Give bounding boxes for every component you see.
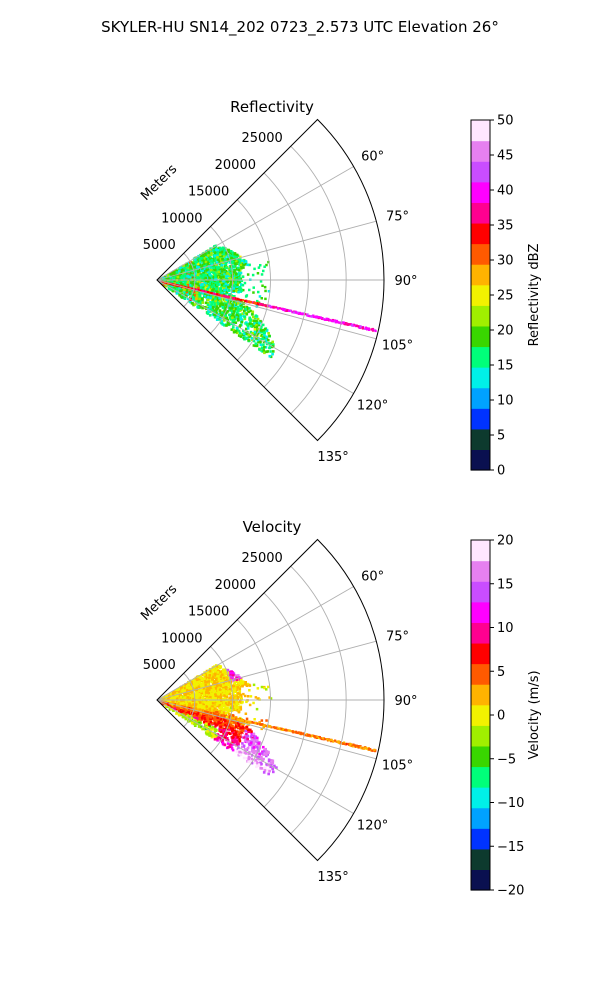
colorbar-tick-label: 35	[497, 219, 514, 234]
colorbar-segment	[471, 663, 490, 685]
colorbar-tick-label: 10	[497, 621, 514, 636]
colorbar-tick-label: 15	[497, 577, 514, 592]
colorbar-label: Velocity (m/s)	[527, 670, 542, 759]
reflectivity-panel: Reflectivity 5000 10000 15000 20000 25000 60° 7…	[138, 98, 542, 479]
azimuth-gridline	[156, 699, 354, 814]
range-tick-label: 15000	[188, 605, 229, 620]
colorbar-tick-label: −20	[497, 884, 524, 899]
azimuth-tick-label: 105°	[382, 338, 413, 353]
azimuth-tick-label: 60°	[361, 150, 384, 165]
colorbar-tick-label: 40	[497, 184, 514, 199]
sector-frame	[156, 538, 385, 862]
colorbar-tick-label: 20	[497, 324, 514, 339]
range-tick-label: 10000	[161, 212, 202, 227]
colorbar-tick-label: 5	[497, 429, 505, 444]
colorbar-segment	[471, 828, 490, 850]
colorbar-segment	[471, 387, 490, 409]
colorbar-tick-label: −10	[497, 796, 524, 811]
velocity-panel: Velocity 5000 10000 15000 20000 25000 60° 75° 90…	[138, 518, 542, 899]
colorbar-tick-label: 30	[497, 254, 514, 269]
azimuth-gridline	[156, 640, 377, 701]
colorbar-segment	[471, 428, 490, 451]
azimuth-tick-label: 135°	[317, 450, 348, 465]
azimuth-gridline	[156, 586, 354, 701]
radial-axis-label: Meters	[138, 582, 180, 624]
range-tick-label: 20000	[215, 158, 256, 173]
colorbar-segment	[471, 807, 490, 829]
colorbar-label: Reflectivity dBZ	[527, 244, 542, 347]
colorbar-segment	[471, 120, 490, 142]
colorbar-tick-label: 10	[497, 394, 514, 409]
range-tick-label: 10000	[161, 632, 202, 647]
azimuth-tick-label: 75°	[386, 630, 409, 645]
colorbar-tick-label: 50	[497, 114, 514, 129]
colorbar-segment	[471, 243, 490, 265]
range-tick-label: 20000	[215, 578, 256, 593]
colorbar-segment	[471, 346, 490, 368]
colorbar-tick-label: 0	[497, 464, 505, 479]
colorbar-tick-label: 15	[497, 359, 514, 374]
colorbar-tick-label: 45	[497, 149, 514, 164]
colorbar-segment	[471, 222, 490, 245]
colorbar-segment	[471, 684, 490, 706]
colorbar-segment	[471, 540, 490, 562]
colorbar-segment	[471, 449, 490, 471]
panel-title: Velocity	[243, 518, 302, 536]
colorbar-segment	[471, 181, 490, 203]
range-tick-label: 25000	[241, 131, 282, 146]
azimuth-tick-label: 120°	[357, 399, 388, 414]
sector-frame	[156, 118, 385, 442]
colorbar-segment	[471, 305, 490, 327]
azimuth-tick-label: 90°	[394, 274, 417, 289]
colorbar-tick-label: −5	[497, 752, 516, 767]
colorbar-segment	[471, 745, 490, 768]
colorbar-tick-label: 5	[497, 665, 505, 680]
azimuth-tick-label: 135°	[317, 870, 348, 885]
colorbar: 0 5 10 15 20 25 30 35 40 45 50 Reflectivity dBZ	[470, 114, 542, 479]
azimuth-tick-label: 60°	[361, 570, 384, 585]
colorbar-segment	[471, 642, 490, 665]
colorbar-segment	[471, 766, 490, 788]
range-tick-label: 5000	[143, 658, 176, 673]
azimuth-tick-label: 90°	[394, 694, 417, 709]
colorbar-segment	[471, 848, 490, 871]
colorbar-segment	[471, 601, 490, 623]
colorbar-tick-label: 25	[497, 289, 514, 304]
colorbar-tick-label: −15	[497, 840, 524, 855]
colorbar: −20 −15 −10 −5 0 5 10 15 20 Velocity (m/s)	[470, 534, 542, 899]
colorbar-segment	[471, 202, 490, 224]
colorbar-segment	[471, 161, 490, 183]
colorbar-segment	[471, 325, 490, 348]
azimuth-gridline	[156, 279, 354, 394]
colorbar-tick-label: 0	[497, 709, 505, 724]
azimuth-tick-label: 105°	[382, 758, 413, 773]
data-echoes	[157, 244, 377, 359]
range-tick-label: 5000	[143, 238, 176, 253]
azimuth-gridline	[156, 279, 377, 340]
azimuth-gridline	[156, 220, 377, 281]
radial-axis-label: Meters	[138, 162, 180, 204]
colorbar-segment	[471, 869, 490, 891]
figure-title: SKYLER-HU SN14_202 0723_2.573 UTC Elevat…	[101, 18, 499, 37]
range-tick-label: 25000	[241, 551, 282, 566]
colorbar-segment	[471, 284, 490, 306]
colorbar-segment	[471, 367, 490, 389]
azimuth-gridline	[156, 166, 354, 281]
colorbar-segment	[471, 408, 490, 430]
azimuth-gridline	[156, 699, 377, 760]
azimuth-tick-label: 120°	[357, 819, 388, 834]
colorbar-segment	[471, 560, 490, 582]
colorbar-segment	[471, 704, 490, 726]
range-tick-label: 15000	[188, 185, 229, 200]
panel-title: Reflectivity	[230, 98, 314, 116]
colorbar-segment	[471, 264, 490, 286]
colorbar-segment	[471, 725, 490, 747]
colorbar-segment	[471, 581, 490, 603]
colorbar-segment	[471, 140, 490, 162]
colorbar-tick-label: 20	[497, 534, 514, 549]
colorbar-segment	[471, 787, 490, 809]
azimuth-tick-label: 75°	[386, 210, 409, 225]
colorbar-segment	[471, 622, 490, 644]
